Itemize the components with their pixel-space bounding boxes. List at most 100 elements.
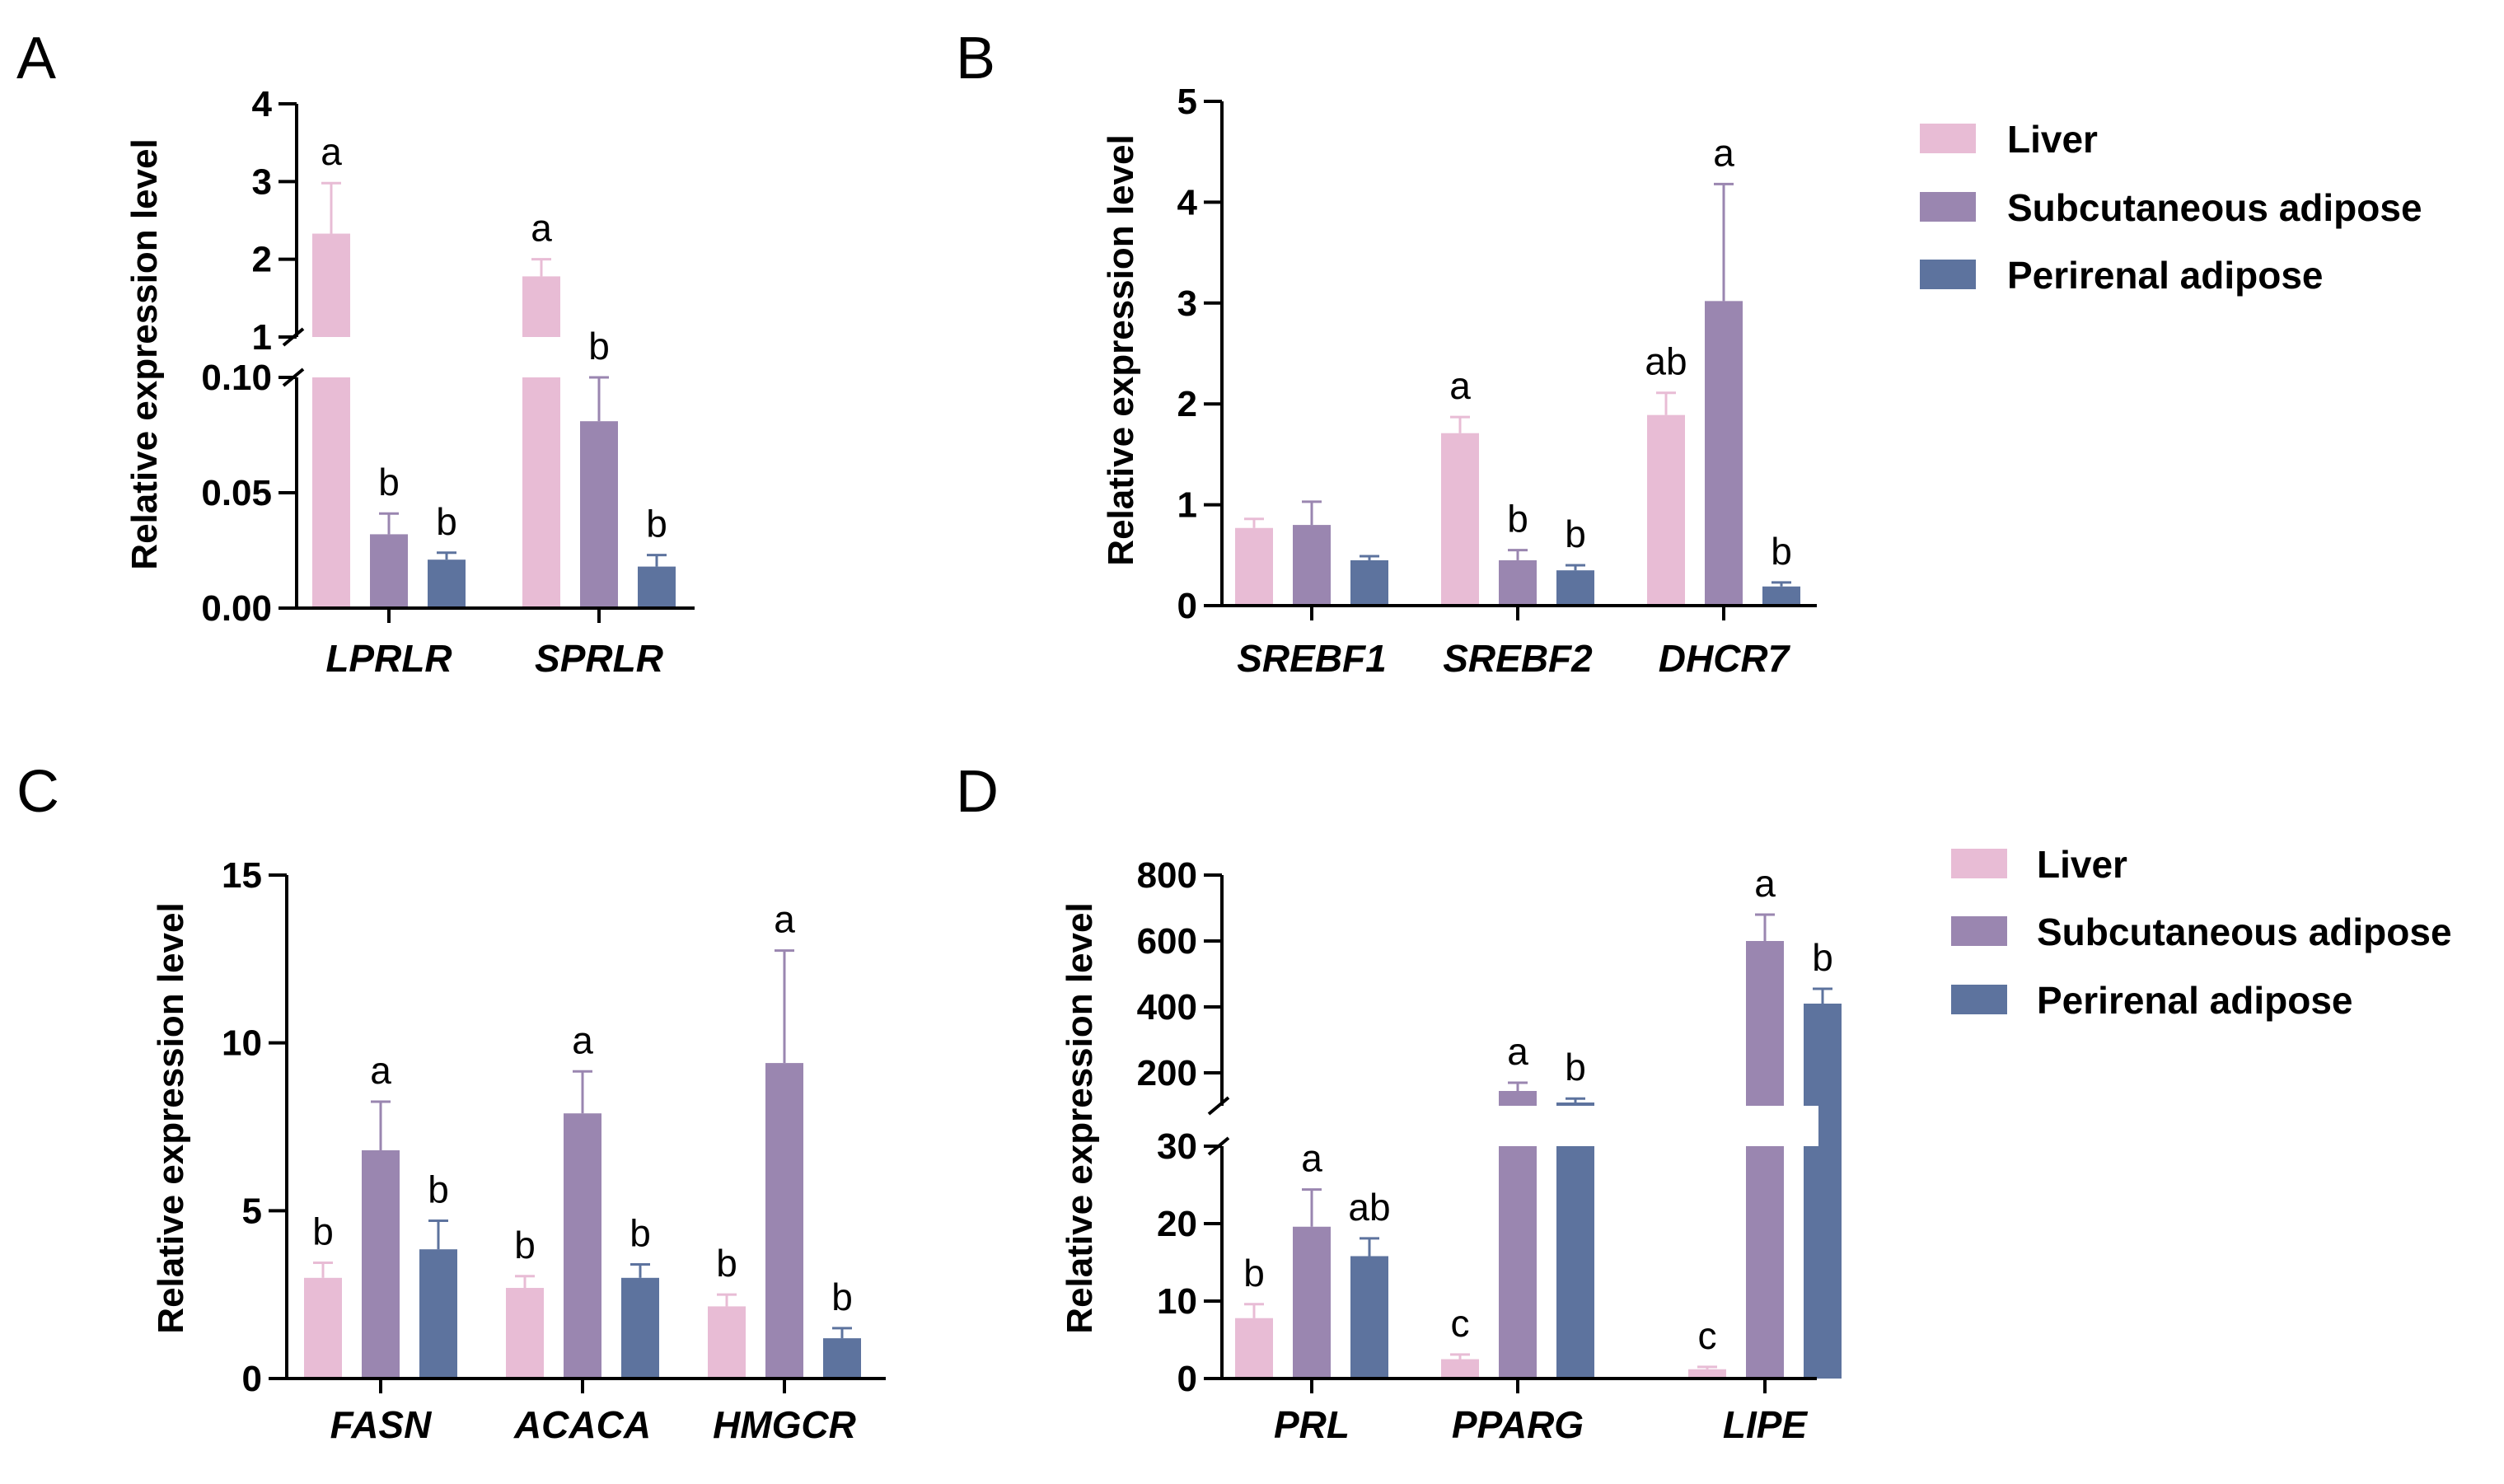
panel-D-category-label: PRL <box>1274 1403 1350 1446</box>
panel-D-y-tick-label: 200 <box>1137 1053 1197 1093</box>
panel-A-bar <box>522 276 560 608</box>
panel-D-y-tick-label: 600 <box>1137 921 1197 962</box>
panel-C-y-tick-label: 0 <box>242 1359 262 1399</box>
panel-C-bar <box>506 1288 544 1379</box>
panel-B-significance-label: a <box>1713 131 1734 174</box>
panel-A-bar <box>580 421 618 608</box>
legend-label-perirenal: Perirenal adipose <box>2037 979 2353 1022</box>
axis-layer: 0.000.050.101234012345051015010203020040… <box>201 82 1817 1399</box>
panel-D-letter: D <box>956 759 999 825</box>
panel-A-significance-label: b <box>646 503 667 545</box>
panel-D-significance-label: a <box>1301 1137 1322 1180</box>
panel-C-significance-label: a <box>774 898 795 941</box>
legend-swatch-subcutaneous <box>1951 916 2007 946</box>
panel-D-bar <box>1350 1256 1388 1379</box>
panel-B-bar <box>1235 527 1273 606</box>
panel-D-y-tick-label: 30 <box>1157 1126 1197 1167</box>
panel-D-significance-label: b <box>1565 1046 1586 1088</box>
panel-C-bar <box>362 1150 400 1379</box>
panel-C-category-label: HMGCR <box>713 1403 856 1446</box>
panel-D-bar <box>1441 1359 1479 1379</box>
panel-A-bar <box>370 534 408 608</box>
panel-A-category-label: SPRLR <box>535 637 663 680</box>
panel-D-bar <box>1804 1004 1842 1379</box>
panel-D-y-tick-label: 0 <box>1177 1359 1197 1399</box>
legend-label-subcutaneous: Subcutaneous adipose <box>2037 911 2452 953</box>
legend-swatch-liver <box>1951 849 2007 878</box>
panel-B-bar <box>1350 559 1388 606</box>
panel-D-significance-label: ab <box>1348 1186 1390 1229</box>
panel-C-significance-label: b <box>514 1224 536 1266</box>
panel-A-category-label: LPRLR <box>325 637 452 680</box>
legend-label-subcutaneous: Subcutaneous adipose <box>2007 186 2422 229</box>
panel-A-y-tick-label: 2 <box>252 240 272 280</box>
panel-B-bar <box>1441 433 1479 606</box>
panel-C-category-label: ACACA <box>513 1403 651 1446</box>
panel-A-significance-label: a <box>531 207 552 250</box>
panel-D-significance-label: c <box>1451 1302 1470 1345</box>
panel-B-significance-label: b <box>1771 530 1792 573</box>
legend-swatch-perirenal <box>1920 260 1976 289</box>
panel-B-y-tick-label: 2 <box>1177 384 1197 424</box>
panel-A-ylabel: Relative expression level <box>124 138 165 569</box>
panel-A-y-tick-label: 3 <box>252 162 272 202</box>
panel-D-y-tick-label: 400 <box>1137 987 1197 1028</box>
panel-A-axis-break-gap <box>298 337 696 377</box>
panel-B-y-tick-label: 0 <box>1177 586 1197 626</box>
panel-C-category-label: FASN <box>330 1403 432 1446</box>
panel-A-significance-label: a <box>321 130 342 173</box>
panel-A-letter: A <box>16 26 56 91</box>
legend-label-perirenal: Perirenal adipose <box>2007 254 2324 297</box>
panel-A-significance-label: b <box>436 500 457 543</box>
legend-label-liver: Liver <box>2037 843 2127 886</box>
panel-C-significance-label: b <box>831 1276 853 1318</box>
panel-B-bar <box>1499 559 1537 606</box>
panel-C-bar <box>765 1063 803 1379</box>
panel-B-significance-label: b <box>1565 513 1586 555</box>
panel-D-bar <box>1556 1102 1594 1379</box>
legend-swatch-perirenal <box>1951 985 2007 1014</box>
panel-C-significance-label: a <box>370 1049 391 1092</box>
panel-C-y-tick-label: 10 <box>222 1023 262 1064</box>
panel-C-bar <box>564 1113 601 1379</box>
panel-B-bar <box>1705 301 1743 606</box>
panel-D-bar <box>1688 1369 1726 1379</box>
panel-C-bar <box>419 1249 457 1379</box>
error-bar-layer <box>313 181 1832 1369</box>
panel-D-significance-label: b <box>1243 1252 1265 1294</box>
panel-B-bar <box>1293 525 1331 606</box>
panel-C-bar <box>823 1338 861 1379</box>
panel-A-significance-label: b <box>378 461 400 503</box>
panel-B-category-label: DHCR7 <box>1659 637 1791 680</box>
panel-C-bar <box>621 1277 659 1379</box>
panel-C-letter: C <box>16 759 59 825</box>
panel-C-bar <box>708 1306 746 1379</box>
panel-A-y-tick-label: 4 <box>252 84 273 124</box>
panel-D-y-tick-label: 800 <box>1137 855 1197 896</box>
panel-B-significance-label: ab <box>1645 340 1687 383</box>
panel-C-significance-label: a <box>572 1018 593 1061</box>
panel-D-bar <box>1746 941 1784 1379</box>
panel-D-significance-label: a <box>1754 862 1776 905</box>
panel-D-ylabel: Relative expression level <box>1060 902 1100 1333</box>
panel-A-y-tick-label: 1 <box>252 317 272 358</box>
panel-C-significance-label: b <box>716 1242 737 1285</box>
panel-B-bar <box>1647 414 1685 606</box>
panel-B-y-tick-label: 3 <box>1177 283 1197 324</box>
panel-C-significance-label: b <box>428 1168 449 1211</box>
panel-A-significance-label: b <box>588 325 610 367</box>
panel-A-bar <box>428 559 466 608</box>
panel-D-axis-break-mark <box>1207 1096 1230 1116</box>
panel-D-bar <box>1293 1226 1331 1379</box>
panel-B-y-tick-label: 4 <box>1177 182 1198 222</box>
panel-A-y-tick-label: 0.00 <box>201 588 272 629</box>
panel-C-significance-label: b <box>312 1210 334 1252</box>
legend-label-liver: Liver <box>2007 118 2098 161</box>
panel-D-category-label: PPARG <box>1452 1403 1584 1446</box>
panel-B-significance-label: b <box>1507 498 1528 541</box>
panel-A-y-tick-label: 0.10 <box>201 358 272 398</box>
panel-C-y-tick-label: 15 <box>222 855 262 896</box>
panel-D-significance-label: b <box>1812 936 1833 979</box>
